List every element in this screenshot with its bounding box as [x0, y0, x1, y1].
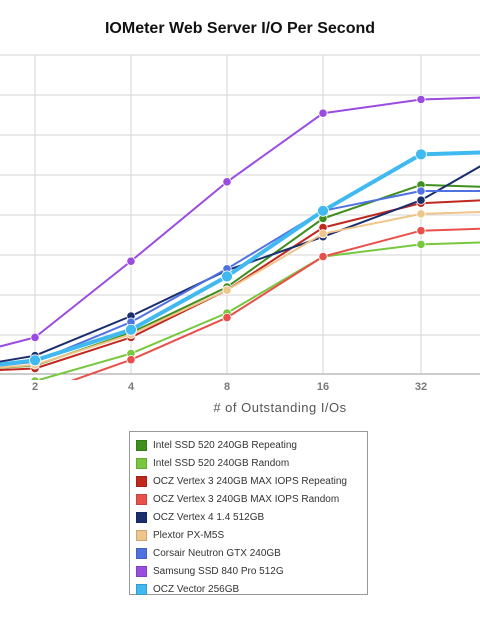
legend-item: Samsung SSD 840 Pro 512G	[136, 562, 284, 580]
grid-layer	[0, 54, 480, 375]
series-7	[0, 94, 480, 348]
legend-swatch	[136, 583, 147, 595]
data-point	[318, 229, 328, 239]
x-tick-label: 2	[32, 381, 38, 393]
legend-swatch	[136, 493, 147, 505]
legend-item: Plextor PX-M5S	[136, 526, 224, 544]
legend-item: OCZ Vertex 3 240GB MAX IOPS Repeating	[136, 472, 347, 490]
data-point	[30, 376, 40, 380]
legend-label: Plextor PX-M5S	[153, 529, 225, 541]
chart-title: IOMeter Web Server I/O Per Second	[104, 20, 376, 37]
data-point	[221, 270, 233, 283]
legend-item: OCZ Vertex 4 1.4 512GB	[136, 508, 264, 526]
x-tick-labels: 2 4 8 16 32	[32, 381, 427, 393]
series-line	[0, 165, 480, 363]
data-point	[30, 332, 40, 342]
x-tick-label: 4	[128, 381, 135, 393]
series-4	[0, 165, 480, 363]
legend-item: OCZ Vector 256GB	[136, 580, 239, 598]
legend-swatch	[136, 565, 147, 577]
data-point	[416, 226, 426, 236]
data-point	[415, 148, 427, 161]
legend-label: Samsung SSD 840 Pro 512G	[153, 565, 284, 577]
series-3	[70, 226, 480, 380]
series-line	[0, 96, 480, 348]
data-point	[416, 195, 426, 205]
legend-label: OCZ Vertex 3 240GB MAX IOPS Random	[153, 493, 340, 505]
data-point	[222, 285, 232, 295]
legend-label: OCZ Vertex 4 1.4 512GB	[153, 511, 265, 523]
x-tick-label: 16	[317, 381, 329, 393]
legend-swatch	[136, 547, 147, 559]
data-point	[416, 239, 426, 249]
legend-swatch	[136, 439, 147, 451]
series-line	[0, 183, 480, 369]
series-line	[34, 241, 480, 380]
data-point	[318, 251, 328, 262]
x-axis-label: # of Outstanding I/Os	[213, 400, 347, 415]
x-tick-label: 8	[224, 381, 230, 393]
data-point	[29, 354, 41, 367]
legend-item: Corsair Neutron GTX 240GB	[136, 544, 281, 562]
data-point	[416, 209, 426, 219]
legend-label: OCZ Vertex 3 240GB MAX IOPS Repeating	[153, 475, 347, 487]
data-point	[317, 204, 329, 217]
data-point	[126, 355, 136, 365]
data-point	[416, 94, 426, 105]
legend-label: OCZ Vector 256GB	[153, 583, 240, 595]
series-line	[70, 227, 480, 380]
legend-swatch	[136, 511, 147, 523]
legend-label: Intel SSD 520 240GB Repeating	[153, 439, 297, 451]
legend-swatch	[136, 529, 147, 541]
legend-swatch	[136, 475, 147, 487]
data-point	[222, 312, 232, 323]
series-8	[0, 148, 480, 367]
data-point	[416, 186, 426, 196]
legend-label: Intel SSD 520 240GB Random	[153, 457, 290, 469]
legend: Intel SSD 520 240GB Repeating Intel SSD 5…	[129, 431, 368, 595]
series-5	[0, 209, 480, 370]
legend-swatch	[136, 457, 147, 469]
x-tick-label: 32	[415, 381, 427, 393]
data-point	[222, 177, 232, 187]
series-layer	[0, 94, 480, 380]
legend-item: OCZ Vertex 3 240GB MAX IOPS Random	[136, 490, 339, 508]
legend-item: Intel SSD 520 240GB Repeating	[136, 436, 297, 454]
legend-item: Intel SSD 520 240GB Random	[136, 454, 289, 472]
data-point	[126, 256, 136, 266]
data-point	[125, 323, 137, 336]
legend-label: Corsair Neutron GTX 240GB	[153, 547, 281, 559]
data-point	[318, 108, 328, 118]
